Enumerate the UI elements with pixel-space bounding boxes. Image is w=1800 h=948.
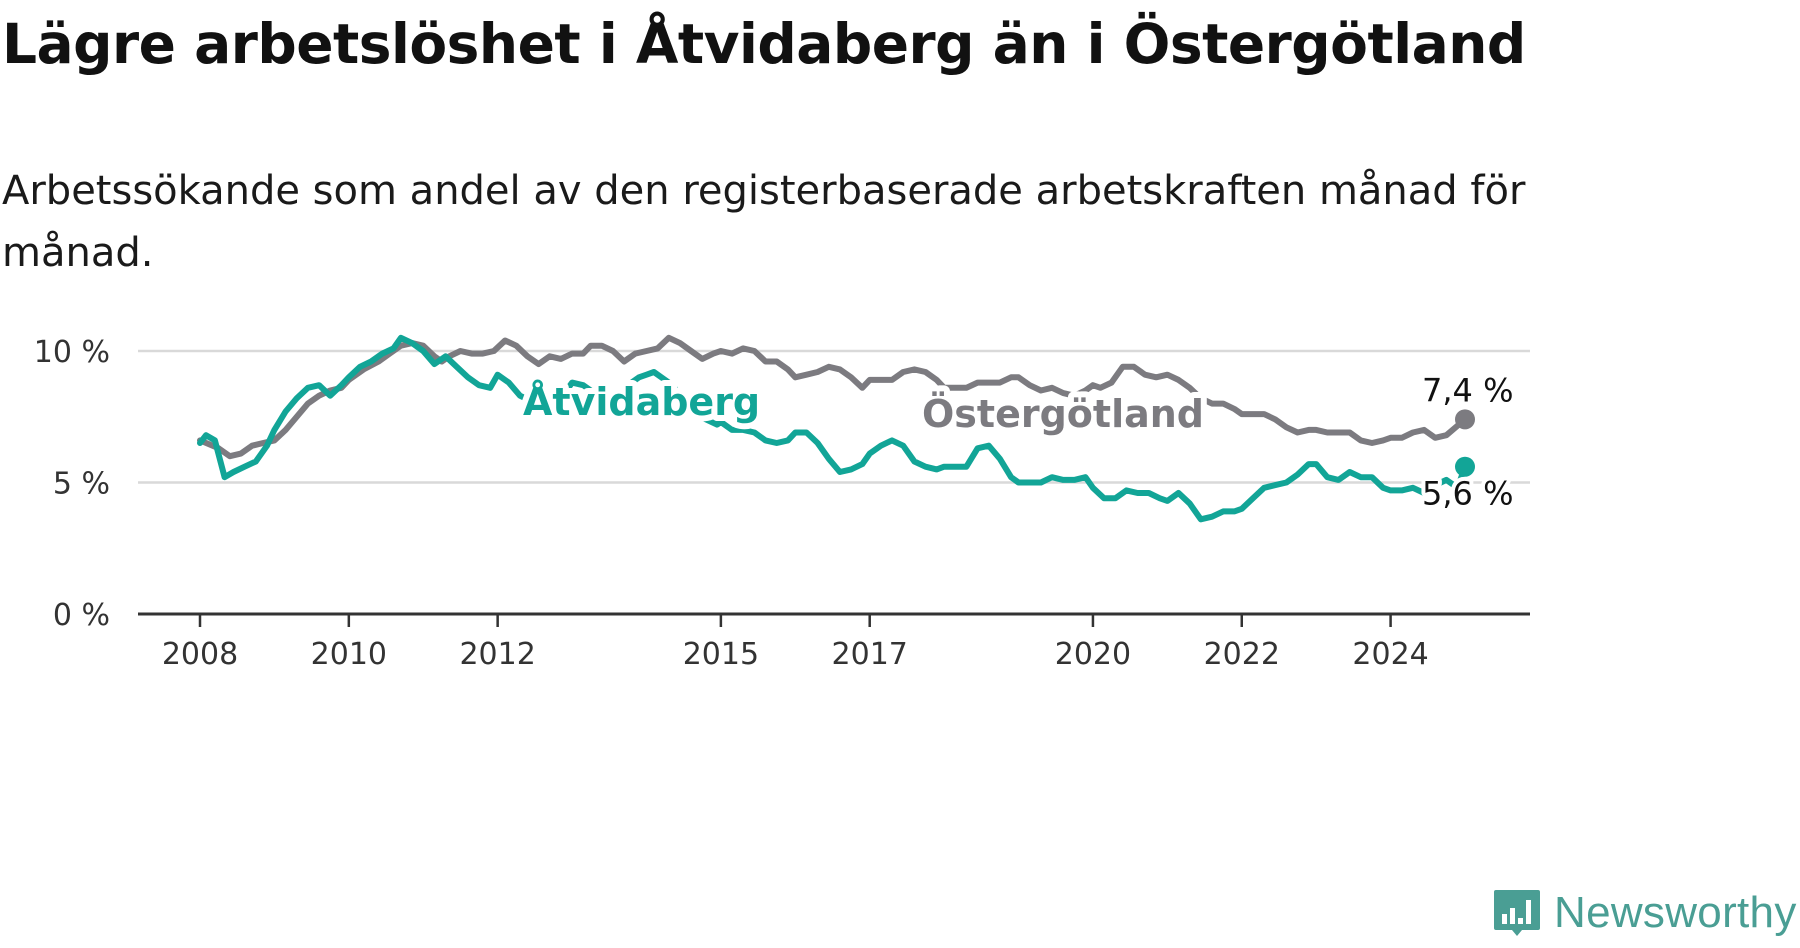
y-tick-label: 0 % <box>53 598 110 633</box>
x-axis <box>138 612 1530 627</box>
series-line-ostergotland <box>197 334 1468 460</box>
end-value-label: 5,6 % <box>1422 475 1513 513</box>
end-value-halo: 7,4 % <box>1422 371 1513 409</box>
x-tick-label: 2017 <box>832 637 908 672</box>
series-lines <box>197 334 1475 523</box>
bar-chart-bubble-icon <box>1494 890 1540 936</box>
y-tick-label: 10 % <box>34 335 110 370</box>
y-axis-labels: 0 % 5 % 10 % <box>34 335 110 633</box>
series-line-atvidaberg <box>197 334 1468 523</box>
x-axis-labels: 2008 2010 2012 2015 2017 2020 2022 2024 <box>162 637 1429 672</box>
end-point-marker <box>1455 456 1475 477</box>
x-tick-label: 2010 <box>311 637 387 672</box>
logo-text: Newsworthy <box>1554 888 1797 937</box>
series-label-halo: Åtvidaberg <box>523 380 760 424</box>
chart-title: Lägre arbetslöshet i Åtvidaberg än i Öst… <box>2 12 1526 76</box>
series-label-halo: Östergötland <box>922 392 1204 436</box>
x-tick-label: 2008 <box>162 637 238 672</box>
series-name-label: Östergötland <box>922 392 1204 436</box>
x-tick-label: 2012 <box>459 637 535 672</box>
newsworthy-logo: Newsworthy <box>1492 888 1797 938</box>
series-name-label: Åtvidaberg <box>523 380 760 424</box>
x-tick-label: 2015 <box>683 637 759 672</box>
chart-subtitle: Arbetssökande som andel av den registerb… <box>2 168 1526 276</box>
end-point-marker <box>1455 409 1475 430</box>
end-value-label: 7,4 % <box>1422 371 1513 409</box>
x-tick-label: 2024 <box>1352 637 1428 672</box>
y-tick-label: 5 % <box>53 467 110 502</box>
gridlines <box>138 349 1530 484</box>
x-tick-label: 2020 <box>1055 637 1131 672</box>
end-value-halo: 5,6 % <box>1422 475 1513 513</box>
x-tick-label: 2022 <box>1204 637 1280 672</box>
